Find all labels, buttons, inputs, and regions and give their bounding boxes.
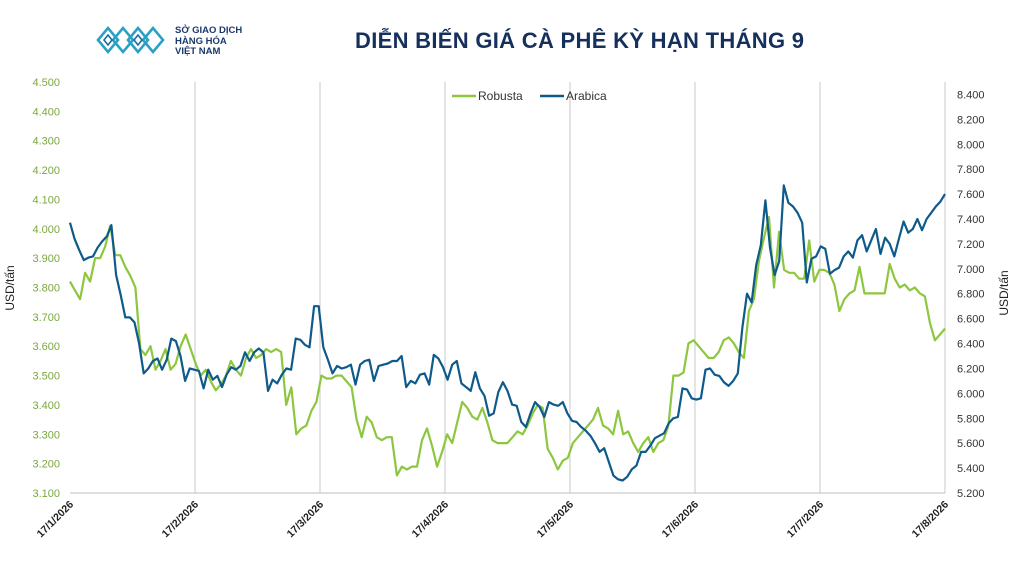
y-tick-label-left: 3.800 xyxy=(32,283,60,295)
x-tick-label: 17/3/2026 xyxy=(285,499,327,541)
y-tick-label-right: 5.600 xyxy=(957,438,985,450)
legend-robusta-label: Robusta xyxy=(478,89,523,103)
y-tick-label-right: 6.000 xyxy=(957,388,985,400)
legend: Robusta Arabica xyxy=(452,89,607,103)
y-tick-label-left: 3.600 xyxy=(32,341,60,353)
y-tick-label-left: 3.100 xyxy=(32,488,60,500)
series-line-robusta xyxy=(69,215,946,477)
y-tick-label-left: 3.700 xyxy=(32,312,60,324)
left-axis: 3.100 3.200 3.300 3.400 3.500 3.600 3.700 3.800… xyxy=(32,77,60,500)
y-axis-label-left: USD/tấn xyxy=(3,265,17,310)
y-tick-label-left: 3.200 xyxy=(32,459,60,471)
y-tick-label-left: 4.400 xyxy=(32,106,60,118)
x-tick-label: 17/5/2026 xyxy=(535,499,577,541)
y-tick-label-left: 4.100 xyxy=(32,194,60,206)
logo-line-3: VIỆT NAM xyxy=(175,46,221,57)
y-tick-label-left: 3.400 xyxy=(32,400,60,412)
logo-line-2: HÀNG HÓA xyxy=(175,35,227,47)
series-layer xyxy=(68,184,946,482)
legend-arabica-label: Arabica xyxy=(566,89,607,103)
logo-line-1: SỞ GIAO DỊCH xyxy=(175,25,243,36)
logo-text: SỞ GIAO DỊCH HÀNG HÓA VIỆT NAM xyxy=(175,25,243,58)
x-tick-label: 17/7/2026 xyxy=(785,499,827,541)
y-tick-label-left: 3.900 xyxy=(32,253,60,265)
x-tick-label: 17/2/2026 xyxy=(160,499,202,541)
y-tick-label-right: 8.200 xyxy=(957,114,985,126)
y-tick-label-right: 8.000 xyxy=(957,139,985,151)
y-tick-label-right: 8.400 xyxy=(957,89,985,101)
y-tick-label-right: 5.400 xyxy=(957,463,985,475)
x-tick-label: 17/1/2026 xyxy=(35,499,77,541)
x-axis: 17/1/2026 17/2/2026 17/3/2026 17/4/2026 17/5… xyxy=(35,492,952,541)
y-tick-label-right: 6.200 xyxy=(957,363,985,375)
x-tick-label: 17/8/2026 xyxy=(910,499,952,541)
y-tick-label-right: 7.400 xyxy=(957,214,985,226)
y-tick-label-left: 4.300 xyxy=(32,136,60,148)
logo xyxy=(96,25,165,55)
y-tick-label-left: 4.000 xyxy=(32,224,60,236)
x-tick-label: 17/6/2026 xyxy=(660,499,702,541)
y-tick-label-right: 6.800 xyxy=(957,289,985,301)
y-tick-label-right: 7.200 xyxy=(957,239,985,251)
y-tick-label-right: 5.200 xyxy=(957,488,985,500)
right-axis: 5.200 5.400 5.600 5.800 6.000 6.200 6.400 6.600… xyxy=(957,89,985,500)
y-tick-label-right: 7.000 xyxy=(957,264,985,276)
y-tick-label-right: 6.600 xyxy=(957,314,985,326)
y-tick-label-right: 6.400 xyxy=(957,339,985,351)
y-tick-label-right: 7.600 xyxy=(957,189,985,201)
y-tick-label-right: 7.800 xyxy=(957,164,985,176)
y-tick-label-left: 3.300 xyxy=(32,429,60,441)
y-tick-label-left: 4.200 xyxy=(32,165,60,177)
y-tick-label-left: 3.500 xyxy=(32,371,60,383)
x-tick-label: 17/4/2026 xyxy=(410,499,452,541)
y-tick-label-right: 5.800 xyxy=(957,413,985,425)
series-line-arabica xyxy=(68,184,946,482)
y-tick-label-left: 4.500 xyxy=(32,77,60,89)
chart-title: DIỄN BIẾN GIÁ CÀ PHÊ KỲ HẠN THÁNG 9 xyxy=(355,28,805,53)
y-axis-label-right: USD/tấn xyxy=(997,270,1011,315)
chart-grid xyxy=(194,82,946,493)
